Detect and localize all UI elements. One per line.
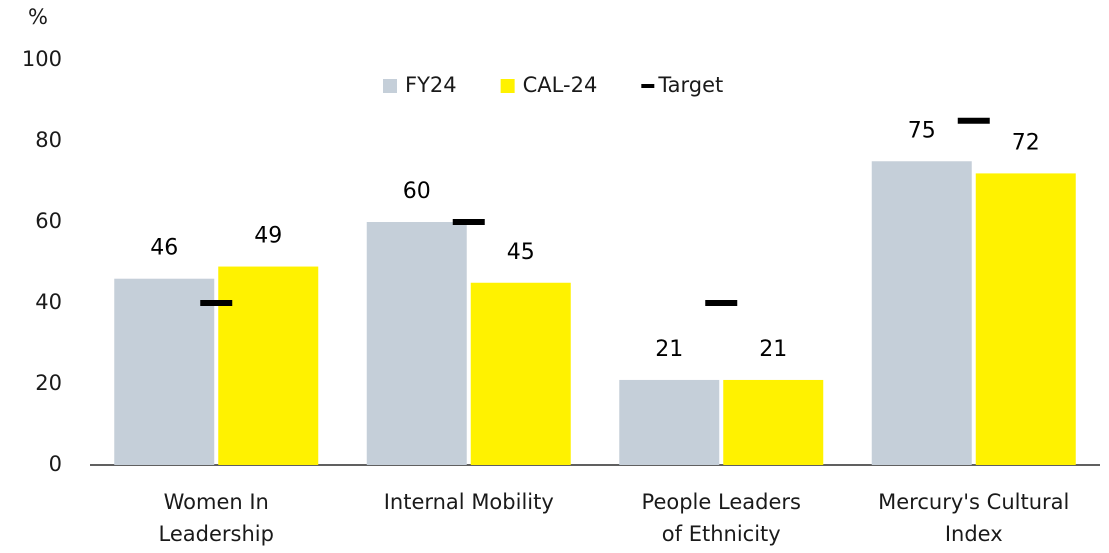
bar — [723, 379, 824, 465]
x-tick-label: Mercury's Cultural Index — [878, 490, 1069, 546]
y-tick-label: 100 — [22, 47, 62, 71]
value-label: 21 — [759, 337, 787, 362]
y-tick-label: 40 — [35, 290, 62, 314]
y-tick-label: 0 — [49, 452, 62, 476]
legend-label: CAL-24 — [523, 73, 598, 97]
bar — [619, 379, 720, 465]
bar — [114, 278, 215, 465]
legend-swatch — [641, 84, 655, 88]
bar — [470, 282, 571, 465]
bar — [975, 173, 1076, 465]
x-tick-label: People Leaders of Ethnicity — [642, 490, 801, 546]
target-marker — [452, 219, 485, 225]
legend-label: Target — [657, 73, 723, 97]
x-tick-label: Women In Leadership — [159, 490, 274, 546]
x-tick-line: Women In — [164, 490, 269, 514]
legend-swatch — [500, 79, 515, 93]
value-label: 21 — [655, 337, 683, 362]
value-label: 46 — [150, 236, 178, 261]
x-tick-line: Leadership — [159, 522, 274, 546]
value-label: 45 — [507, 240, 535, 265]
x-tick-line: of Ethnicity — [662, 522, 781, 546]
x-tick-line: Mercury's Cultural — [878, 490, 1069, 514]
legend-swatch — [383, 79, 397, 93]
target-marker — [200, 300, 233, 306]
x-tick-line: Index — [945, 522, 1003, 546]
value-label: 60 — [403, 179, 431, 204]
legend-label: FY24 — [405, 73, 457, 97]
target-marker — [957, 117, 990, 124]
x-tick-label: Internal Mobility — [384, 490, 554, 514]
value-label: 75 — [908, 118, 936, 143]
y-tick-label: 20 — [35, 371, 62, 395]
bar — [871, 161, 972, 465]
x-tick-line: People Leaders — [642, 490, 801, 514]
target-marker — [705, 300, 738, 306]
y-tick-label: 60 — [35, 209, 62, 233]
bar — [366, 222, 467, 465]
value-label: 72 — [1012, 130, 1040, 155]
bar — [218, 266, 319, 465]
x-tick-line: Internal Mobility — [384, 490, 554, 514]
value-label: 49 — [254, 224, 282, 249]
y-axis-label: % — [28, 5, 48, 29]
y-tick-label: 80 — [35, 128, 62, 152]
